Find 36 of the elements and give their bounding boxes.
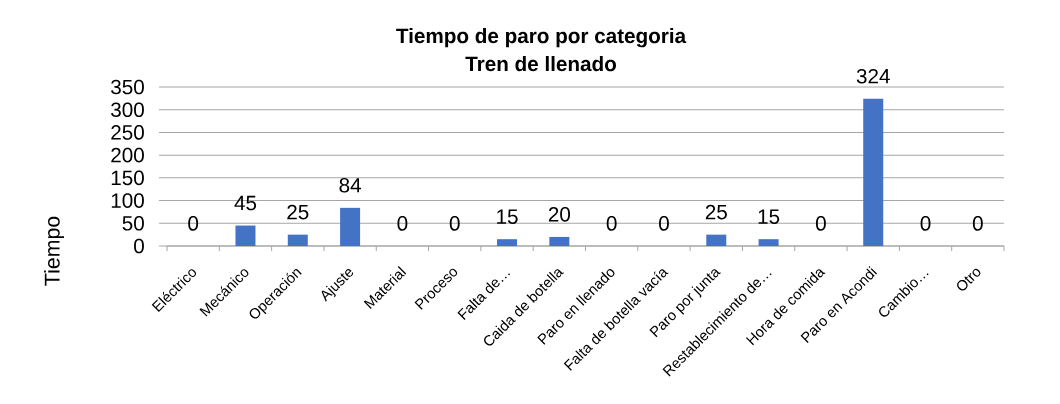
bar (549, 236, 570, 246)
y-tick-label: 50 (122, 215, 144, 231)
bar (340, 207, 361, 246)
y-tick-label: 200 (111, 147, 144, 163)
data-label: 0 (188, 216, 199, 231)
bar (863, 98, 884, 246)
y-tick-label: 350 (111, 79, 144, 95)
data-label: 324 (856, 68, 890, 84)
x-tick-label: Otro (957, 268, 981, 291)
bar (497, 239, 518, 246)
chart-subtitle: Tren de llenado (465, 56, 616, 72)
y-tick-label: 300 (111, 102, 144, 118)
data-label: 0 (815, 216, 826, 231)
bar (706, 234, 727, 246)
data-label: 0 (449, 216, 460, 231)
y-tick-label: 150 (111, 170, 144, 186)
data-label: 0 (659, 216, 669, 231)
y-axis-title: Tiempo (44, 216, 64, 286)
data-label: 25 (287, 204, 309, 220)
y-tick-label: 0 (134, 238, 144, 254)
data-label: 15 (758, 209, 780, 224)
y-tick-label: 100 (111, 193, 144, 208)
data-label: 0 (972, 216, 983, 231)
data-label: 0 (397, 216, 408, 231)
data-label: 20 (548, 207, 571, 222)
data-label: 84 (339, 177, 361, 193)
y-tick-label: 250 (111, 125, 144, 140)
bar (758, 239, 779, 246)
data-label: 25 (705, 204, 727, 220)
bar (287, 234, 308, 246)
data-label: 45 (234, 195, 257, 211)
bar (235, 225, 256, 246)
data-label: 0 (606, 216, 617, 231)
data-label: 0 (920, 216, 931, 231)
data-label: 15 (497, 209, 518, 224)
chart-title: Tiempo de paro por categoria (396, 28, 687, 48)
